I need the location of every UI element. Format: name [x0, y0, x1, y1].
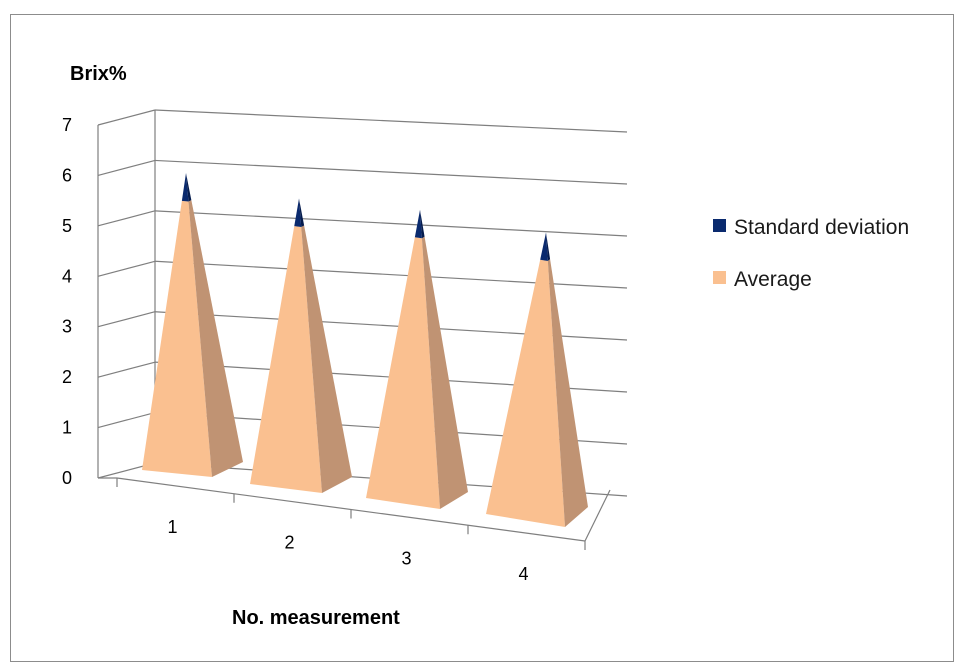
bar-sd-front	[181, 173, 189, 202]
legend: Standard deviation Average	[713, 216, 909, 291]
y-tick-label: 2	[62, 367, 72, 387]
y-tick-label: 1	[62, 418, 72, 438]
y-tick-label: 3	[62, 317, 72, 337]
x-tick-label: 3	[402, 548, 412, 568]
bar-sd-side	[546, 232, 551, 261]
bar-sd-front	[294, 198, 302, 227]
y-tick-label: 0	[62, 468, 72, 488]
bars	[142, 173, 588, 527]
x-axis-title: No. measurement	[232, 607, 400, 629]
floor-edge-right	[584, 489, 611, 542]
y-tick-label: 5	[62, 216, 72, 236]
gridline-depth	[97, 159, 156, 177]
legend-label-standard-deviation: Standard deviation	[734, 216, 909, 239]
bar-sd-side	[299, 198, 305, 227]
gridline-depth	[97, 109, 156, 126]
bar-average-side	[421, 236, 468, 509]
bar-average-side	[188, 200, 243, 477]
gridline-depth	[97, 411, 156, 429]
y-tick-label: 7	[62, 115, 72, 135]
bar-sd-front	[414, 209, 422, 239]
bar-average-front	[366, 237, 440, 509]
bar-average-side	[301, 225, 352, 494]
gridline-depth	[97, 361, 156, 378]
axes: 0 1 2 3 4 5 6 7 1 2 3 4	[62, 115, 611, 584]
gridline-depth	[97, 210, 156, 227]
x-tick-label: 1	[168, 517, 178, 537]
bar-average-front	[486, 259, 565, 527]
bar-average-front	[142, 200, 212, 477]
gridline	[154, 260, 628, 289]
y-tick-label: 6	[62, 165, 72, 185]
legend-swatch-average	[713, 271, 726, 284]
gridline	[154, 159, 628, 185]
x-tick-label: 2	[285, 533, 295, 553]
gridline-depth	[97, 311, 156, 328]
bar-average-side	[547, 259, 588, 527]
y-tick-label: 4	[62, 266, 72, 286]
bar-average-front	[250, 226, 322, 493]
legend-swatch-standard-deviation	[713, 219, 726, 232]
bar-sd-front	[540, 232, 548, 261]
bar-sd-side	[186, 173, 192, 202]
gridline	[154, 210, 628, 237]
bar-sd-side	[420, 209, 425, 239]
y-axis-title: Brix%	[70, 63, 127, 85]
legend-label-average: Average	[734, 268, 812, 291]
gridline-depth	[97, 260, 156, 277]
gridline	[154, 109, 628, 133]
x-tick-label: 4	[519, 564, 529, 584]
